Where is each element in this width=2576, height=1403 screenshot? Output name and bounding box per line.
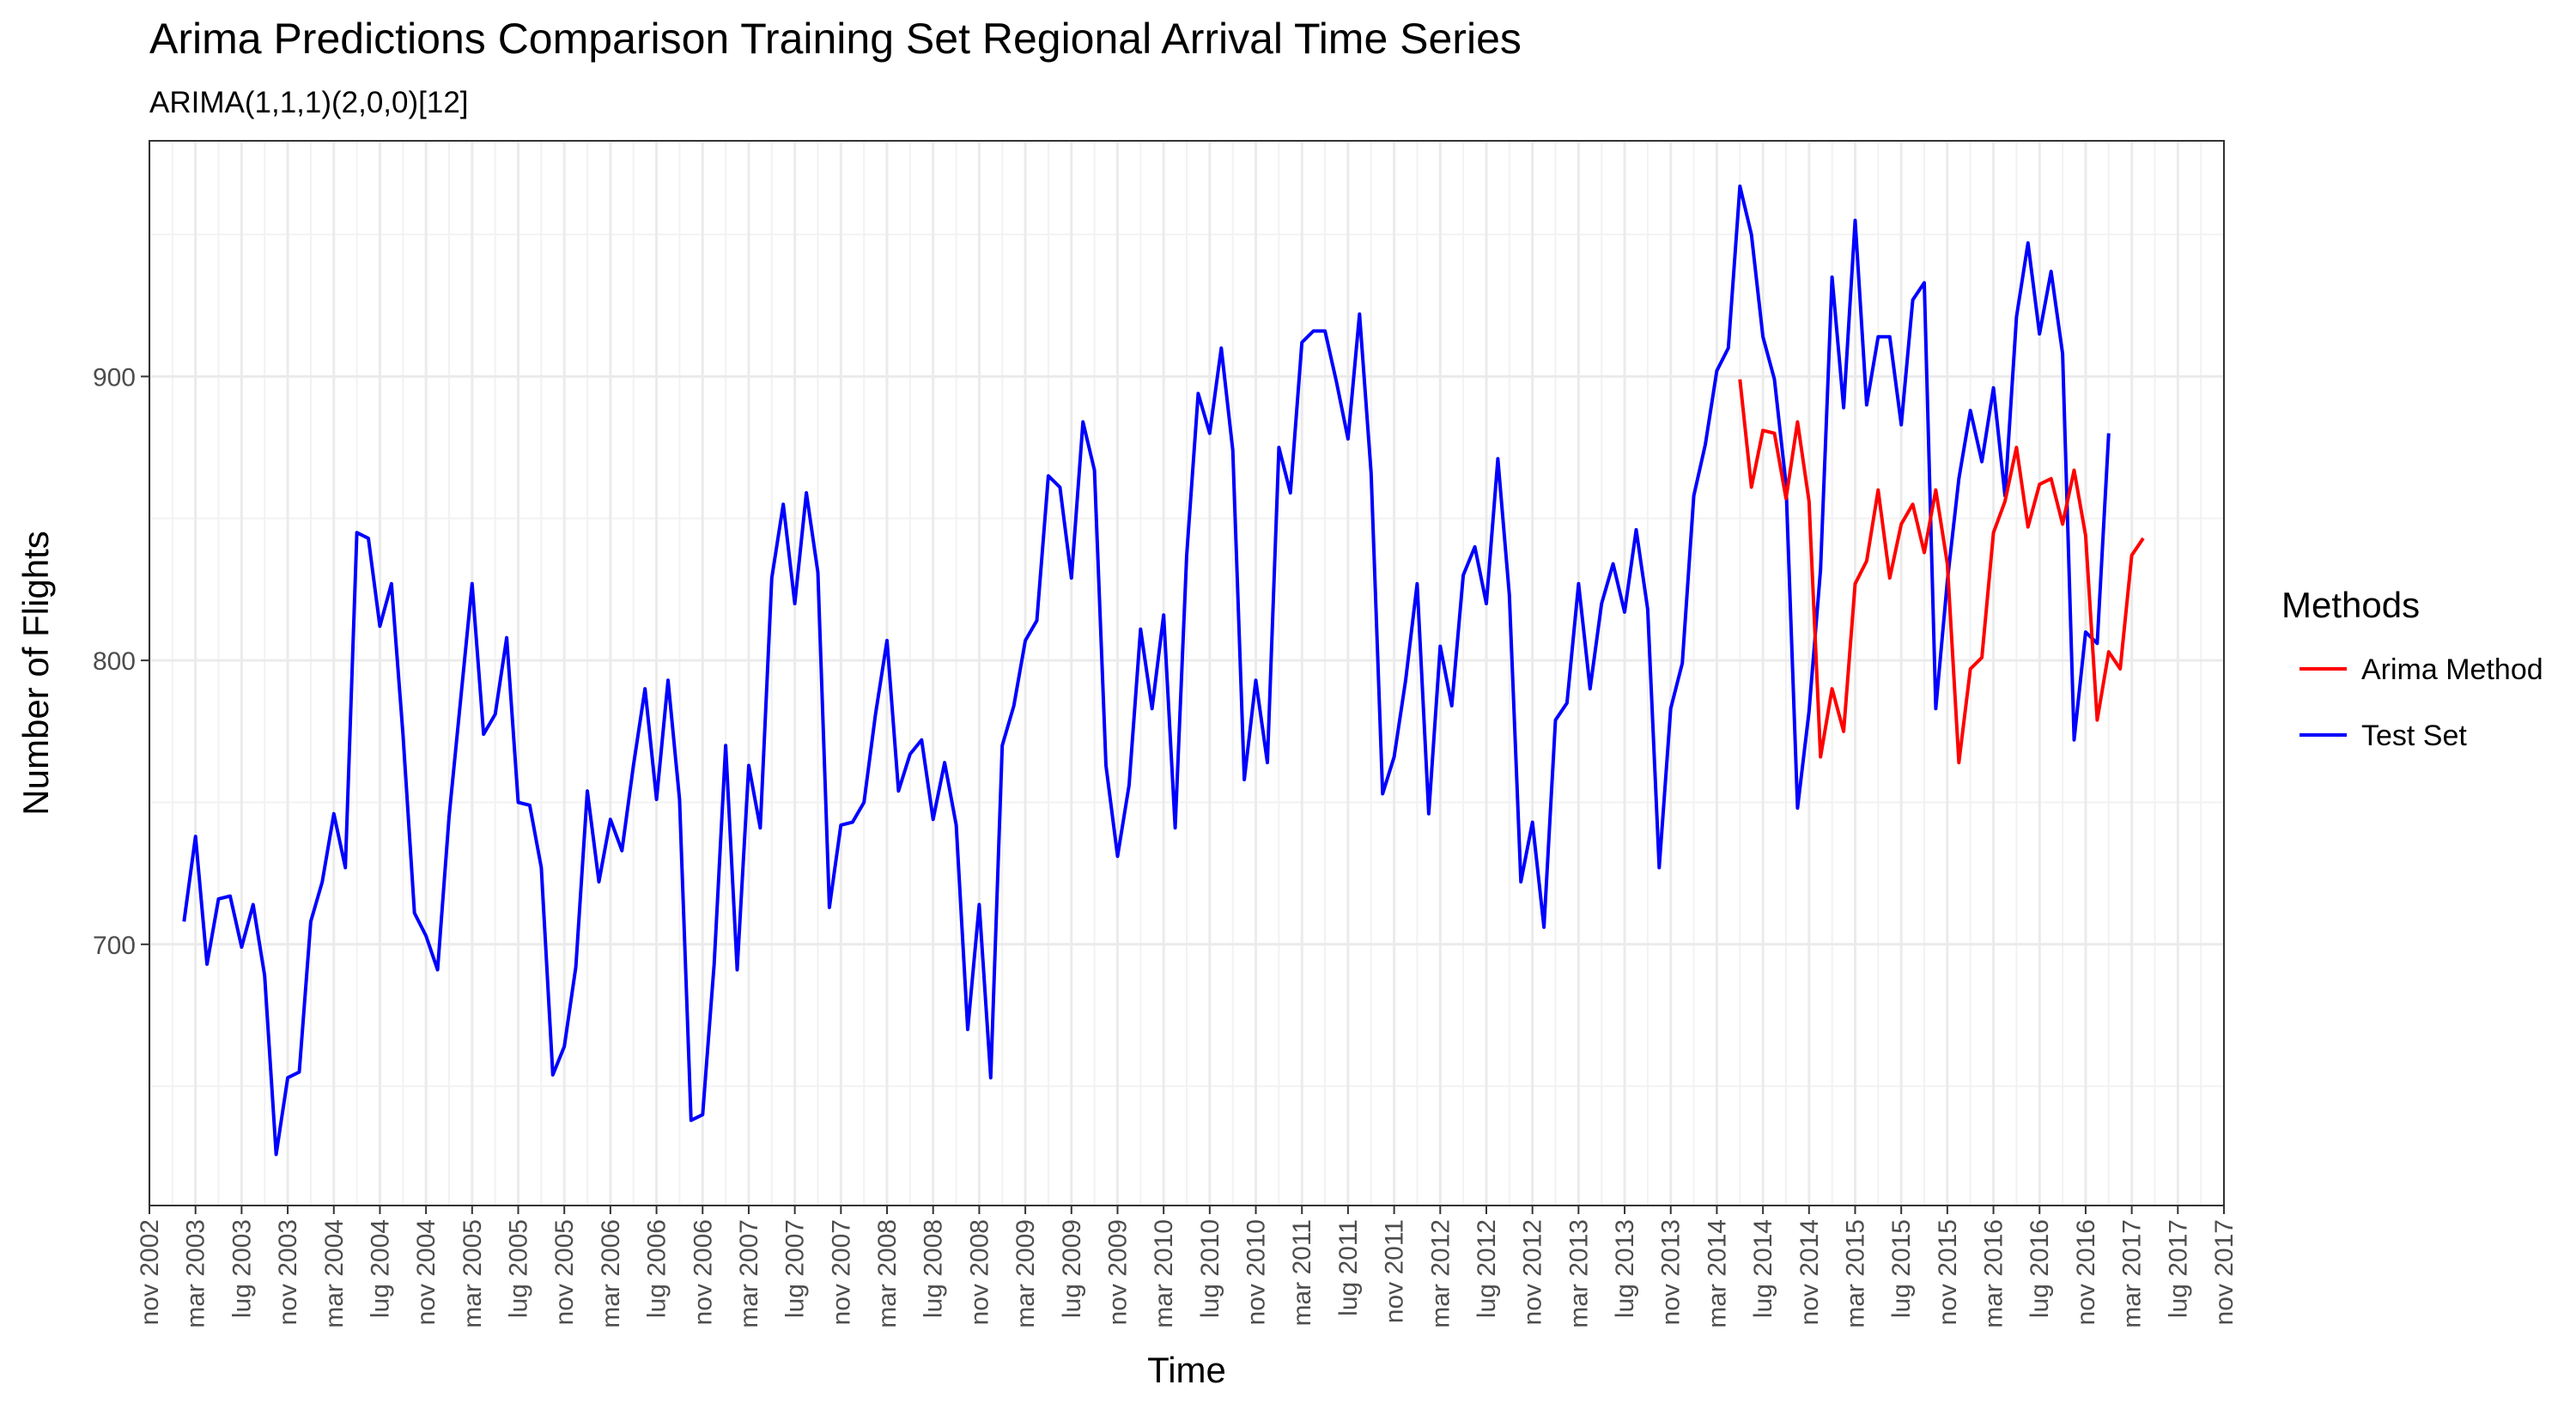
x-tick-label: mar 2011 bbox=[1288, 1219, 1316, 1327]
x-tick-label: lug 2014 bbox=[1749, 1219, 1777, 1318]
y-axis: 700 800 900 bbox=[93, 363, 149, 960]
x-tick-label: nov 2014 bbox=[1795, 1219, 1824, 1325]
x-axis-title: Time bbox=[1147, 1350, 1226, 1390]
x-tick-label: nov 2008 bbox=[965, 1219, 993, 1325]
x-tick-label: nov 2009 bbox=[1103, 1219, 1132, 1325]
x-tick-label: lug 2013 bbox=[1611, 1219, 1639, 1318]
x-tick-label: lug 2005 bbox=[505, 1219, 533, 1318]
x-tick-label: nov 2010 bbox=[1242, 1219, 1271, 1325]
x-tick-label: mar 2013 bbox=[1564, 1219, 1593, 1328]
x-tick-label: lug 2012 bbox=[1473, 1219, 1501, 1318]
series-lines bbox=[182, 184, 2145, 1157]
x-tick-label: mar 2009 bbox=[1012, 1219, 1040, 1328]
x-tick-label: nov 2007 bbox=[827, 1219, 855, 1325]
x-tick-label: mar 2008 bbox=[873, 1219, 902, 1328]
legend: Methods Arima Method Test Set bbox=[2281, 585, 2543, 752]
x-tick-label: mar 2012 bbox=[1426, 1219, 1455, 1328]
x-tick-label: nov 2011 bbox=[1381, 1219, 1409, 1323]
x-tick-label: mar 2005 bbox=[459, 1219, 487, 1328]
x-tick-label: lug 2015 bbox=[1887, 1219, 1916, 1318]
x-tick-label: mar 2016 bbox=[1980, 1219, 2008, 1328]
x-tick-label: lug 2008 bbox=[920, 1219, 948, 1318]
x-tick-label: lug 2007 bbox=[781, 1219, 810, 1318]
x-tick-label: nov 2002 bbox=[136, 1219, 164, 1325]
x-axis: nov 2002 mar 2003 lug 2003 nov 2003 mar 2004… bbox=[136, 1206, 2239, 1328]
x-tick-label: mar 2003 bbox=[182, 1219, 210, 1328]
series-line-arima-method bbox=[1738, 379, 2145, 765]
x-tick-label: nov 2015 bbox=[1934, 1219, 1962, 1325]
x-tick-label: nov 2012 bbox=[1519, 1219, 1547, 1325]
x-tick-label: nov 2006 bbox=[689, 1219, 717, 1325]
x-tick-label: lug 2003 bbox=[228, 1219, 256, 1318]
chart-title: Arima Predictions Comparison Training Se… bbox=[149, 15, 1522, 63]
x-tick-label: nov 2004 bbox=[412, 1219, 440, 1325]
x-tick-label: mar 2006 bbox=[597, 1219, 625, 1328]
y-tick-label: 800 bbox=[93, 647, 136, 676]
plot-border bbox=[149, 140, 2225, 1206]
legend-label-arima-method: Arima Method bbox=[2361, 653, 2543, 686]
x-tick-label: nov 2005 bbox=[550, 1219, 579, 1325]
x-tick-label: lug 2010 bbox=[1196, 1219, 1224, 1318]
y-tick-label: 900 bbox=[93, 363, 136, 392]
x-tick-label: mar 2017 bbox=[2118, 1219, 2147, 1328]
x-tick-label: lug 2006 bbox=[643, 1219, 671, 1318]
x-tick-label: lug 2009 bbox=[1058, 1219, 1086, 1318]
x-tick-label: lug 2004 bbox=[366, 1219, 394, 1318]
x-tick-label: lug 2011 bbox=[1334, 1219, 1363, 1316]
y-tick-label: 700 bbox=[93, 932, 136, 960]
x-tick-label: nov 2003 bbox=[274, 1219, 302, 1325]
x-tick-label: mar 2004 bbox=[320, 1219, 349, 1328]
x-tick-label: mar 2010 bbox=[1150, 1219, 1178, 1328]
series-line-test-set bbox=[182, 184, 2111, 1157]
y-axis-title: Number of Flights bbox=[15, 531, 56, 815]
grid-lines bbox=[148, 141, 2226, 1206]
x-tick-label: lug 2017 bbox=[2164, 1219, 2192, 1318]
x-tick-label: nov 2016 bbox=[2072, 1219, 2100, 1325]
legend-title: Methods bbox=[2281, 585, 2420, 625]
chart-subtitle: ARIMA(1,1,1)(2,0,0)[12] bbox=[149, 86, 469, 119]
x-tick-label: nov 2017 bbox=[2210, 1219, 2239, 1325]
x-tick-label: mar 2015 bbox=[1841, 1219, 1869, 1328]
x-tick-label: mar 2014 bbox=[1703, 1219, 1731, 1328]
x-tick-label: lug 2016 bbox=[2026, 1219, 2054, 1318]
x-tick-label: mar 2007 bbox=[735, 1219, 763, 1328]
x-tick-label: nov 2013 bbox=[1657, 1219, 1686, 1325]
legend-label-test-set: Test Set bbox=[2361, 720, 2467, 752]
